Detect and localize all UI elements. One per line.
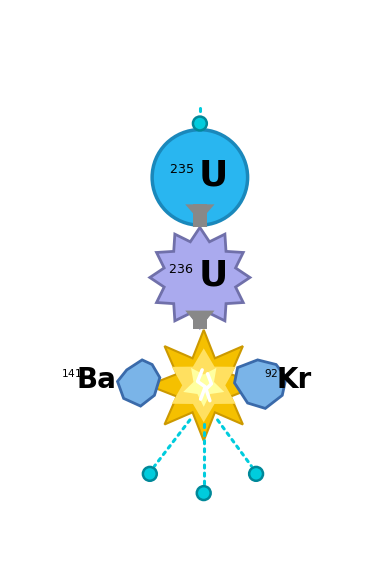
Text: U: U xyxy=(199,259,228,293)
Polygon shape xyxy=(172,349,236,422)
Text: Ba: Ba xyxy=(77,366,117,394)
Circle shape xyxy=(152,130,248,225)
Circle shape xyxy=(193,117,207,130)
Text: $^{236}$: $^{236}$ xyxy=(168,264,194,282)
Circle shape xyxy=(143,467,157,481)
Text: $^{92}$: $^{92}$ xyxy=(264,370,278,385)
Polygon shape xyxy=(185,204,215,222)
Polygon shape xyxy=(117,360,160,406)
Circle shape xyxy=(249,467,263,481)
Polygon shape xyxy=(193,204,207,227)
Text: Kr: Kr xyxy=(276,366,311,394)
Polygon shape xyxy=(234,360,286,408)
Polygon shape xyxy=(183,368,224,407)
Text: $^{141}$: $^{141}$ xyxy=(61,370,83,385)
Polygon shape xyxy=(150,227,250,328)
Polygon shape xyxy=(185,311,215,328)
Circle shape xyxy=(197,486,211,500)
Text: $^{235}$: $^{235}$ xyxy=(168,165,194,183)
Text: U: U xyxy=(199,159,228,193)
Polygon shape xyxy=(148,330,259,441)
Polygon shape xyxy=(193,311,207,329)
